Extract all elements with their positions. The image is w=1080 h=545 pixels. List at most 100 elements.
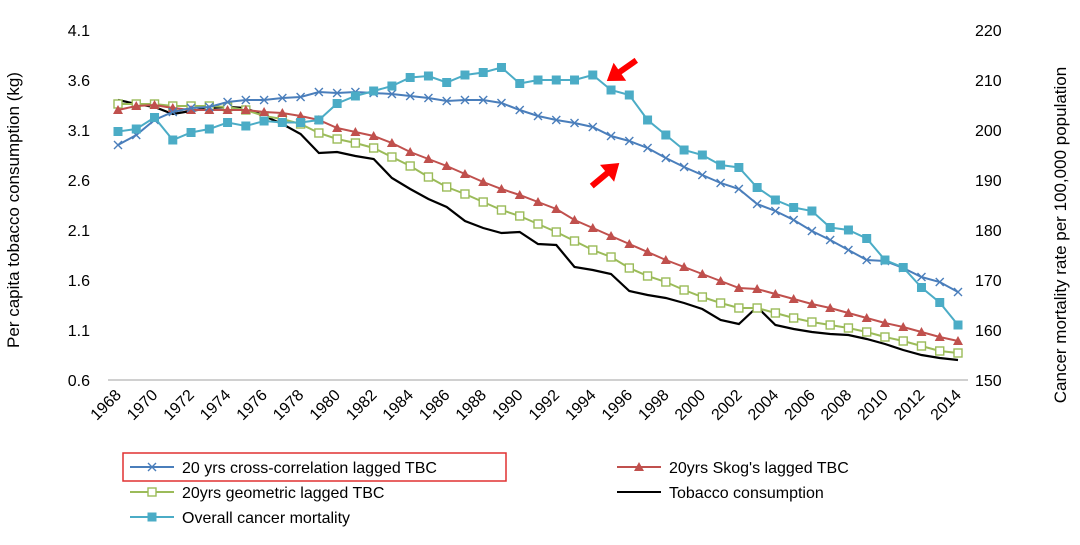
data-point [935,277,945,287]
data-point [369,86,379,96]
data-point [551,204,562,213]
data-point [149,100,160,109]
data-point [697,269,708,278]
data-point [515,211,525,221]
data-point [715,276,726,285]
data-point [496,98,506,108]
data-point [478,177,489,186]
y-left-tick-label: 1.6 [68,273,90,290]
data-point [386,138,397,147]
data-point [533,197,543,206]
x-tick-label: 1998 [635,387,672,424]
data-point [204,105,215,114]
data-point [350,91,360,101]
data-point [441,161,452,170]
data-point [460,70,470,80]
legend-item: 20yrs geometric lagged TBC [130,485,384,502]
data-point [368,131,379,140]
x-tick-label: 1976 [234,387,271,424]
data-point [314,87,324,97]
data-point [569,215,580,224]
data-point [405,161,415,171]
data-point [168,107,178,117]
data-point [715,298,726,308]
data-point [843,245,853,255]
y-right-tick-label: 170 [975,273,1002,290]
data-point [350,127,361,136]
data-point [879,318,890,327]
data-point [295,111,306,120]
data-point [441,182,452,192]
data-point [515,79,525,88]
data-point [423,71,433,81]
legend-item: 20yrs Skog's lagged TBC [617,460,849,477]
data-point [806,299,817,308]
y-axis-right-title: Cancer mortality rate per 100,000 popula… [1051,67,1070,403]
y-left-tick-label: 2.6 [68,173,90,190]
data-point [533,75,543,85]
series-20yrs-skog-s-lagged-tbc [113,100,963,345]
legend-item: Overall cancer mortality [130,510,350,527]
data-point [752,183,762,192]
x-tick-label: 1974 [197,387,234,424]
data-point [935,298,945,307]
y-left-tick-label: 0.6 [68,373,90,390]
data-point [551,75,561,85]
x-tick-label: 2006 [782,387,819,424]
data-point [606,231,617,240]
series-20-yrs-cross-correlation-lagged-tbc [113,87,963,297]
x-tick-label: 1986 [416,387,453,424]
data-point [770,195,780,205]
data-point [916,283,926,292]
data-point [277,93,287,103]
data-point [606,252,616,262]
y-axis-left-title: Per capita tobacco consumption (kg) [4,72,23,348]
data-point [953,320,963,330]
data-point [150,113,160,122]
data-point [679,285,689,295]
data-point [277,108,288,117]
data-point [734,303,744,313]
data-point [679,162,689,172]
data-point [588,70,598,80]
data-point [113,105,123,114]
data-point [387,81,397,91]
data-point [642,271,653,281]
data-point [387,89,397,99]
data-point [807,226,817,236]
data-point [716,178,726,188]
legend-label: 20 yrs cross-correlation lagged TBC [182,460,437,477]
data-point [934,332,945,341]
y-right-tick-label: 210 [975,73,1002,90]
y-right-tick-label: 200 [975,123,1002,140]
data-point [825,320,835,330]
y-left-tick-label: 2.1 [68,223,90,240]
data-point [624,136,634,146]
data-point [770,289,781,298]
y-left-tick-label: 4.1 [68,23,90,40]
x-tick-label: 2004 [745,387,782,424]
data-point [679,145,689,155]
data-point [277,118,287,127]
legend-label: Tobacco consumption [669,485,824,502]
data-point [241,95,251,105]
data-point [168,135,178,145]
data-point [296,92,306,102]
data-point [624,90,634,100]
data-point [661,130,671,140]
x-tick-label: 1982 [343,387,380,424]
data-point [423,172,434,182]
x-tick-label: 1980 [307,387,344,424]
data-point [186,103,196,113]
data-point [697,150,707,160]
legend-item: Tobacco consumption [617,485,824,502]
data-point [588,122,598,132]
data-point [953,336,963,345]
data-point [368,143,379,153]
series-layer [113,63,963,362]
data-point [496,205,507,215]
series-overall-cancer-mortality [113,63,963,330]
data-point [734,163,744,172]
data-point [332,123,343,132]
data-point [551,115,561,125]
